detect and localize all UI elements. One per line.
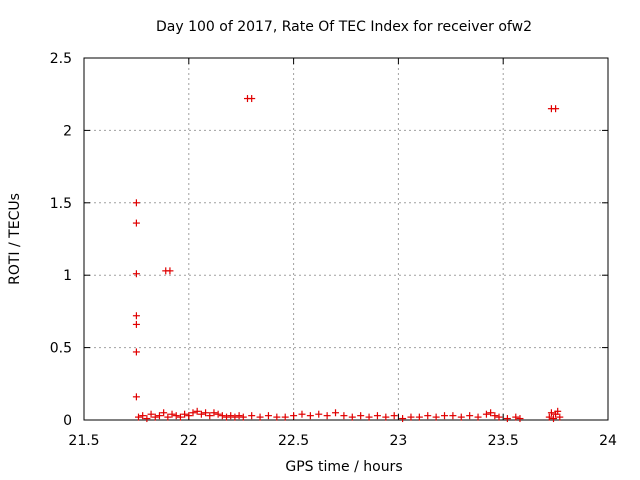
data-point	[231, 413, 239, 421]
data-point	[155, 412, 163, 420]
x-tick-label: 22	[180, 433, 198, 449]
y-tick-label: 1.5	[50, 196, 72, 212]
data-point	[340, 412, 348, 420]
data-point	[132, 219, 140, 227]
data-point	[223, 413, 231, 421]
data-point	[193, 407, 201, 415]
x-axis-label: GPS time / hours	[285, 459, 402, 475]
data-point	[357, 412, 365, 420]
data-point	[202, 409, 210, 417]
data-point	[218, 412, 226, 420]
x-tick-label: 23.5	[488, 433, 519, 449]
data-point	[273, 413, 281, 421]
data-point	[306, 412, 314, 420]
data-point	[181, 410, 189, 418]
data-point	[227, 412, 235, 420]
data-point	[474, 413, 482, 421]
data-point	[134, 413, 142, 421]
data-point	[332, 409, 340, 417]
data-point	[415, 413, 423, 421]
data-point	[390, 412, 398, 420]
data-point	[248, 412, 256, 420]
data-point	[457, 413, 465, 421]
data-point	[323, 412, 331, 420]
grid	[84, 58, 608, 420]
data-point	[151, 413, 159, 421]
data-point	[143, 415, 151, 423]
data-point	[348, 413, 356, 421]
y-tick-label: 2.5	[50, 51, 72, 67]
data-point	[503, 415, 511, 423]
data-point	[185, 412, 193, 420]
axis-ticks	[83, 57, 609, 421]
data-point	[248, 95, 256, 103]
y-tick-label: 1	[63, 268, 72, 284]
x-tick-label: 24	[599, 433, 617, 449]
data-point	[550, 415, 558, 423]
data-point	[441, 412, 449, 420]
data-point	[132, 320, 140, 328]
data-point	[382, 413, 390, 421]
data-point	[407, 413, 415, 421]
x-tick-labels: 21.5 22 22.5 23 23.5 24	[68, 433, 617, 449]
data-point	[482, 410, 490, 418]
data-point	[132, 348, 140, 356]
data-point	[554, 407, 562, 415]
data-point	[281, 413, 289, 421]
x-tick-label: 22.5	[278, 433, 309, 449]
data-point	[556, 413, 564, 421]
data-point	[172, 412, 180, 420]
data-points	[132, 95, 564, 423]
data-point	[432, 413, 440, 421]
x-tick-label: 21.5	[68, 433, 99, 449]
data-point	[552, 105, 560, 113]
data-point	[132, 312, 140, 320]
data-point	[160, 409, 168, 417]
data-point	[424, 412, 432, 420]
data-point	[168, 410, 176, 418]
data-point	[132, 393, 140, 401]
y-tick-label: 0.5	[50, 341, 72, 357]
data-point	[516, 415, 524, 423]
data-point	[365, 413, 373, 421]
data-point	[449, 412, 457, 420]
data-point	[197, 410, 205, 418]
data-point	[164, 413, 172, 421]
data-point	[545, 413, 553, 421]
data-point	[166, 267, 174, 275]
data-point	[487, 409, 495, 417]
data-point	[206, 412, 214, 420]
data-point	[214, 410, 222, 418]
data-point	[315, 410, 323, 418]
data-point	[264, 412, 272, 420]
data-point	[399, 415, 407, 423]
data-point	[512, 413, 520, 421]
data-point	[290, 412, 298, 420]
data-point	[495, 413, 503, 421]
data-point	[298, 410, 306, 418]
chart-title: Day 100 of 2017, Rate Of TEC Index for r…	[156, 19, 532, 35]
data-point	[373, 412, 381, 420]
data-point	[139, 412, 147, 420]
data-point	[176, 413, 184, 421]
data-point	[466, 412, 474, 420]
data-point	[210, 409, 218, 417]
plot-frame	[83, 57, 609, 421]
y-tick-labels: 0 0.5 1 1.5 2 2.5	[50, 51, 72, 429]
y-tick-label: 0	[63, 413, 72, 429]
data-point	[235, 412, 243, 420]
data-point	[132, 270, 140, 278]
data-point	[256, 413, 264, 421]
x-tick-label: 23	[389, 433, 407, 449]
y-axis-label: ROTI / TECUs	[7, 193, 23, 285]
y-tick-label: 2	[63, 123, 72, 139]
data-point	[491, 412, 499, 420]
data-point	[239, 413, 247, 421]
data-point	[132, 199, 140, 207]
data-point	[189, 409, 197, 417]
data-point	[547, 409, 555, 417]
data-point	[147, 410, 155, 418]
